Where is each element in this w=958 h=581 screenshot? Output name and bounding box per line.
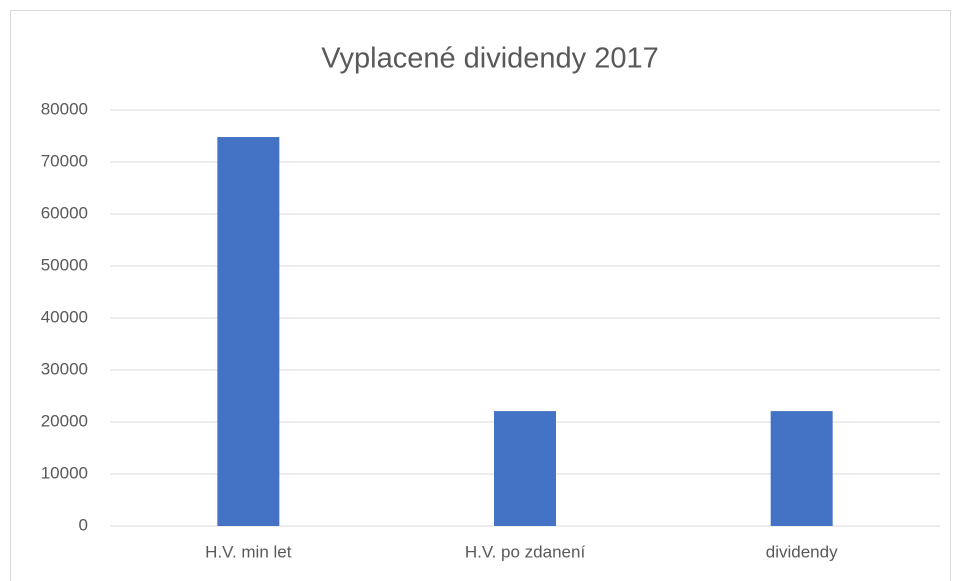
y-tick-label: 70000 — [41, 151, 88, 170]
y-tick-label: 80000 — [41, 99, 88, 118]
chart-title: Vyplacené dividendy 2017 — [321, 43, 659, 75]
y-tick-label: 20000 — [41, 411, 88, 430]
y-tick-label: 50000 — [41, 255, 88, 274]
y-tick-label: 10000 — [41, 463, 88, 482]
y-tick-label: 0 — [79, 515, 88, 534]
x-tick-label: H.V. po zdanení — [465, 542, 586, 561]
x-tick-label: H.V. min let — [205, 542, 292, 561]
bar — [494, 411, 556, 526]
y-tick-label: 60000 — [41, 203, 88, 222]
bar — [217, 137, 280, 527]
y-tick-label: 40000 — [41, 307, 88, 326]
y-tick-label: 30000 — [41, 359, 88, 378]
x-tick-label: dividendy — [766, 542, 838, 561]
bar — [770, 411, 833, 526]
